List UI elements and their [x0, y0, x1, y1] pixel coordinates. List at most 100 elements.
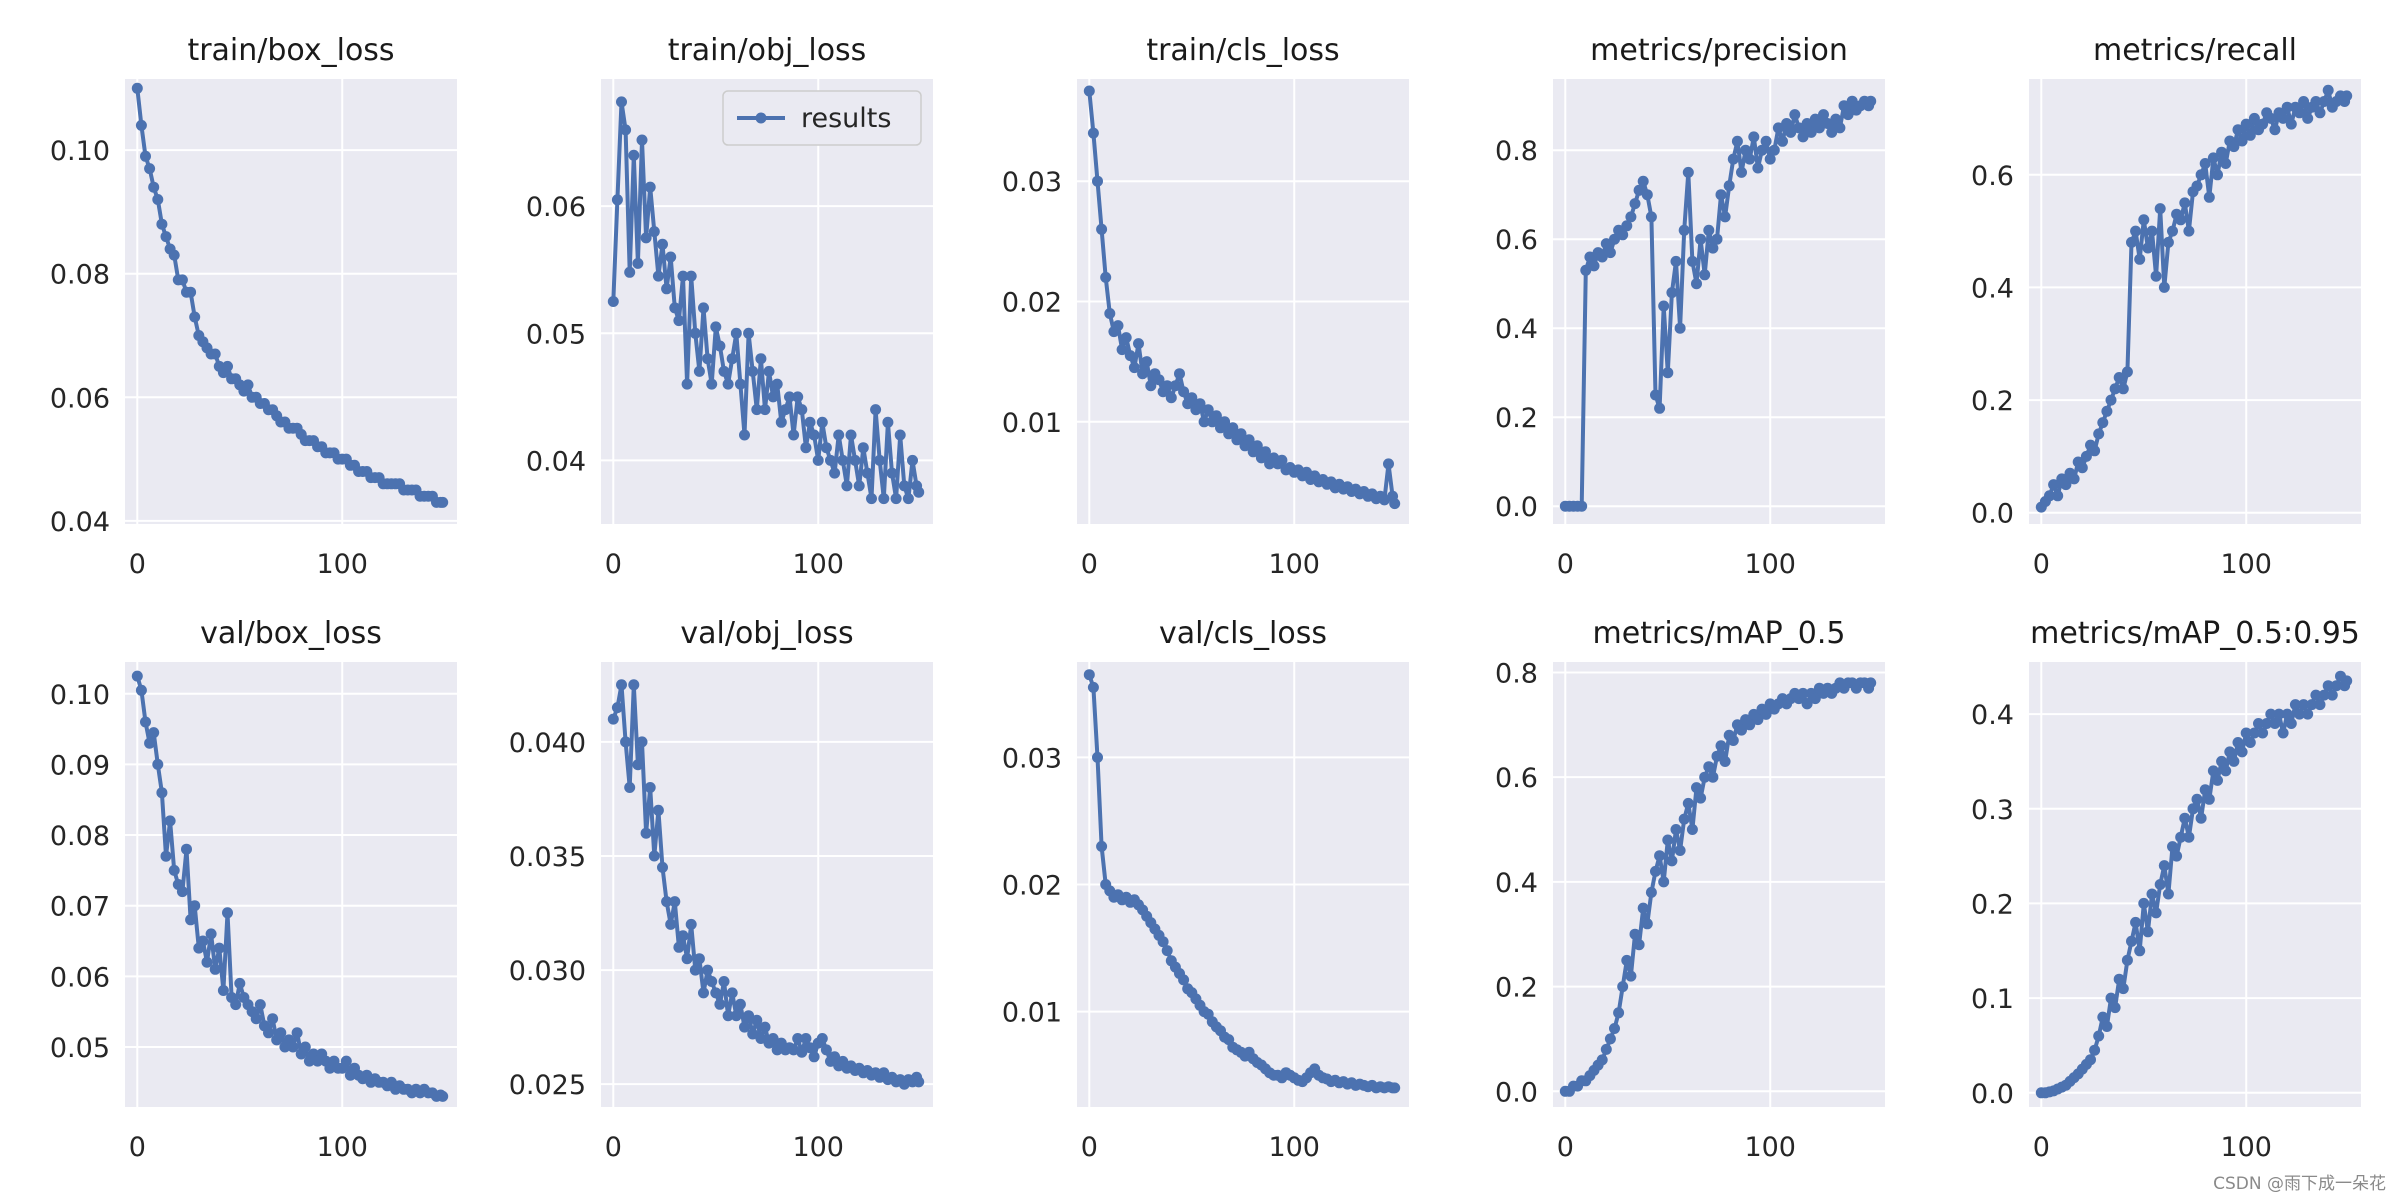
data-point: [1087, 681, 1099, 693]
data-point: [710, 321, 722, 333]
y-tick-label: 0.07: [50, 892, 110, 923]
data-point: [866, 493, 877, 505]
data-point: [2236, 746, 2248, 758]
data-point: [2076, 462, 2088, 474]
data-point: [176, 886, 188, 898]
data-point: [1818, 109, 1829, 121]
data-point: [144, 163, 156, 175]
data-point: [1834, 122, 1846, 134]
data-point: [907, 454, 918, 466]
data-point: [148, 727, 160, 739]
data-point: [1703, 224, 1715, 236]
data-point: [2322, 84, 2334, 96]
data-point: [878, 493, 890, 505]
data-point: [1682, 166, 1694, 178]
data-point: [1736, 166, 1747, 178]
data-point: [131, 670, 143, 682]
data-point: [242, 379, 254, 391]
data-point: [1096, 223, 1108, 235]
data-point: [853, 480, 865, 492]
data-point: [189, 311, 201, 323]
data-point: [1744, 719, 1756, 731]
data-point: [874, 454, 886, 466]
plot-area: [2029, 79, 2361, 524]
data-point: [644, 181, 656, 193]
data-point: [1104, 308, 1116, 319]
data-point: [1576, 500, 1588, 512]
data-point: [1789, 109, 1801, 121]
data-point: [2101, 1021, 2113, 1032]
data-point: [2175, 831, 2187, 843]
data-point: [217, 985, 229, 996]
data-point: [775, 416, 787, 428]
data-point: [640, 232, 652, 244]
data-point: [845, 429, 857, 441]
data-point: [2261, 718, 2273, 729]
data-point: [2060, 479, 2072, 491]
data-point: [1674, 322, 1686, 334]
data-point: [913, 1076, 925, 1088]
y-tick-label: 0.4: [1971, 700, 2014, 731]
data-point: [201, 956, 213, 968]
data-point: [2175, 214, 2187, 226]
data-point: [1785, 126, 1797, 138]
plot-area: [1553, 79, 1885, 524]
data-point: [759, 404, 771, 416]
data-point: [168, 864, 180, 876]
data-point: [2253, 718, 2264, 729]
data-point: [673, 315, 685, 327]
data-point: [2085, 1054, 2096, 1066]
data-point: [2265, 112, 2277, 124]
data-point: [2130, 225, 2142, 237]
data-point: [2318, 96, 2330, 107]
data-point: [796, 1046, 808, 1058]
data-point: [698, 302, 709, 314]
data-point: [2126, 935, 2137, 947]
data-point: [1707, 242, 1719, 254]
data-point: [632, 759, 644, 771]
data-point: [1727, 153, 1739, 165]
data-point: [1100, 271, 1112, 283]
data-point: [890, 493, 902, 505]
data-point: [657, 238, 668, 250]
data-point: [1768, 144, 1780, 156]
data-point: [1740, 144, 1752, 156]
data-point: [2154, 203, 2166, 215]
data-point: [2142, 926, 2154, 938]
data-point: [2265, 708, 2277, 720]
x-tick-label: 100: [1744, 549, 1796, 580]
data-point: [2162, 236, 2174, 248]
subplot-val-box-loss: val/box_loss 0 100 0.05 0.06 0.07 0.08 0.09 0.10: [50, 616, 457, 1163]
data-point: [2244, 737, 2256, 748]
data-point: [886, 467, 898, 479]
data-point: [1116, 344, 1128, 356]
data-point: [857, 442, 869, 454]
data-point: [2052, 490, 2064, 502]
y-tick-label: 0.06: [50, 962, 110, 993]
data-point: [1629, 198, 1641, 210]
data-point: [152, 758, 164, 770]
data-point: [1650, 865, 1661, 877]
data-point: [2326, 689, 2338, 701]
data-point: [2273, 708, 2285, 720]
data-point: [1609, 233, 1620, 245]
y-tick-label: 0.4: [1971, 273, 2014, 304]
data-point: [1691, 278, 1702, 290]
data-point: [771, 378, 783, 390]
data-point: [164, 815, 176, 827]
data-point: [1276, 454, 1288, 466]
data-point: [2281, 708, 2293, 720]
subplot-title: train/cls_loss: [1146, 33, 1339, 68]
data-point: [2183, 225, 2195, 237]
data-point: [734, 378, 746, 390]
data-point: [275, 1027, 287, 1039]
subplot-val-obj-loss: val/obj_loss 0 100 0.025 0.030 0.035 0.040: [509, 616, 933, 1163]
data-point: [2318, 689, 2330, 701]
data-point: [2105, 992, 2117, 1004]
data-point: [140, 716, 151, 728]
data-point: [437, 496, 449, 508]
data-point: [702, 353, 714, 365]
data-point: [168, 249, 180, 261]
data-point: [808, 429, 820, 441]
